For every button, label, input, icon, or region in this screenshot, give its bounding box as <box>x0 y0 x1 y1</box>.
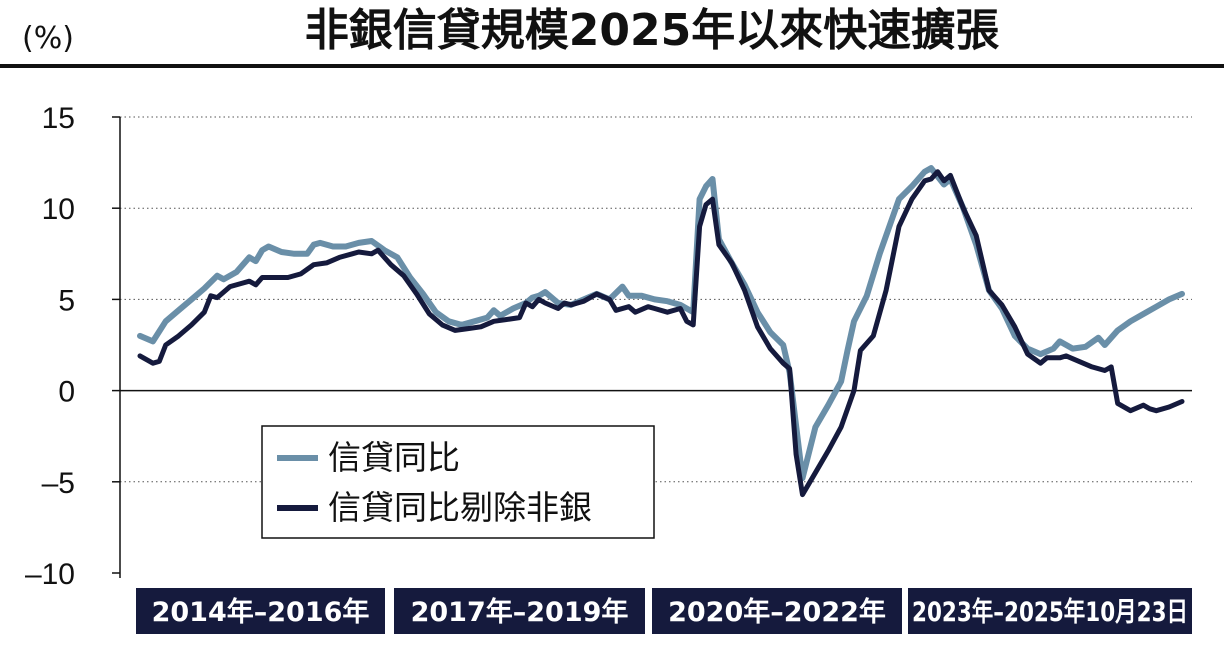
y-axis-ticks: 15 10 5 0 –5 –10 <box>25 102 120 591</box>
y-tick-label: –10 <box>25 558 75 591</box>
period-label: 2023年–2025年10月23日 <box>912 596 1188 628</box>
y-tick-label: 0 <box>58 376 75 409</box>
y-tick-label: 5 <box>58 284 75 317</box>
series-line-credit-yoy-ex-nonbank <box>137 169 1185 498</box>
y-tick-label: 10 <box>42 193 75 226</box>
y-tick-label: 15 <box>42 102 75 135</box>
period-label: 2020年–2022年 <box>668 596 886 628</box>
legend-label-credit-yoy: 信貸同比 <box>328 438 460 477</box>
series-lines <box>137 165 1185 498</box>
legend-box <box>261 425 655 539</box>
period-label: 2014年–2016年 <box>152 596 370 628</box>
period-band <box>652 588 902 634</box>
chart-title: 非銀信貸規模2025年以來快速擴張 <box>305 5 999 56</box>
y-tick-label: –5 <box>42 467 75 500</box>
period-band <box>394 588 645 634</box>
period-bar: 2014年–2016年 2017年–2019年 2020年–2022年 2023年–2… <box>136 588 1192 634</box>
title-rule <box>0 64 1224 68</box>
period-band <box>136 588 385 634</box>
legend-label-credit-yoy-ex-nonbank: 信貸同比剔除非銀 <box>328 488 592 527</box>
legend: 信貸同比 信貸同比剔除非銀 <box>261 425 655 539</box>
unit-label: (%) <box>22 21 74 56</box>
period-label: 2017年–2019年 <box>411 596 629 628</box>
period-band <box>908 588 1192 634</box>
